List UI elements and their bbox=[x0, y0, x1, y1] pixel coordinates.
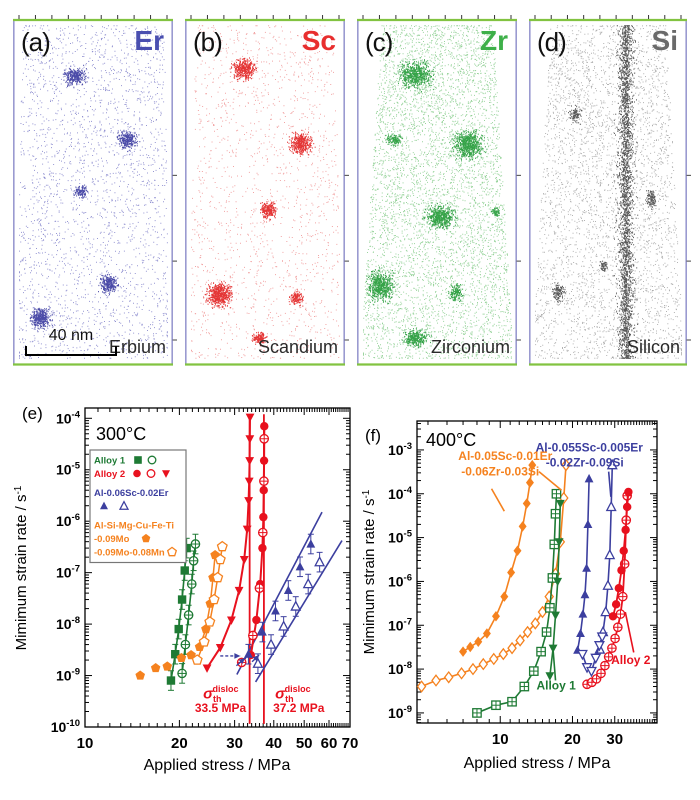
svg-text:10-9: 10-9 bbox=[56, 667, 80, 684]
svg-text:Alloy 1: Alloy 1 bbox=[536, 679, 576, 693]
element-name-scandium: Scandium bbox=[257, 337, 338, 357]
svg-text:10-3: 10-3 bbox=[388, 441, 412, 458]
svg-text:10-5: 10-5 bbox=[388, 529, 413, 546]
element-name-silicon: Silicon bbox=[626, 337, 680, 357]
svg-text:Alloy 2: Alloy 2 bbox=[94, 469, 125, 480]
element-name-erbium: Erbium bbox=[108, 337, 166, 357]
svg-text:37.2 MPa: 37.2 MPa bbox=[273, 701, 325, 715]
svg-text:10-7: 10-7 bbox=[388, 616, 412, 633]
svg-text:Alloy 2: Alloy 2 bbox=[611, 653, 651, 667]
chart-400c-strain-rate: 10 20 30 10-3 10-4 10-5 10-6 10-7 10-8 10-9 Al-0.0… bbox=[361, 420, 658, 772]
svg-text:Al-0.05Sc-0.01Er: Al-0.05Sc-0.01Er bbox=[458, 449, 552, 463]
svg-text:10-9: 10-9 bbox=[388, 704, 412, 721]
apt-dotmap-sc bbox=[185, 15, 349, 366]
scale-bar: 40 nm bbox=[25, 327, 117, 356]
svg-text:Mimimum strain rate / s-1: Mimimum strain rate / s-1 bbox=[13, 485, 30, 650]
apt-panel-zr: (c) Zr Zirconium bbox=[357, 15, 521, 370]
svg-text:-0.09Mo-0.08Mn: -0.09Mo-0.08Mn bbox=[94, 548, 165, 559]
chart-300c-strain-rate: 10 20 30 40 50 60 70 10-4 10-5 10-6 10-7 10-8 10-9 10… bbox=[13, 404, 359, 774]
element-symbol-er: Er bbox=[134, 25, 164, 56]
apt-dotmap-er bbox=[13, 15, 177, 366]
svg-text:60: 60 bbox=[321, 735, 338, 752]
svg-text:30: 30 bbox=[606, 731, 623, 748]
svg-text:300°C: 300°C bbox=[96, 424, 146, 444]
svg-text:10-8: 10-8 bbox=[388, 660, 412, 677]
svg-text:-0.02Zr-0.09Si: -0.02Zr-0.09Si bbox=[546, 455, 624, 469]
svg-text:Mimimum strain rate / s-1: Mimimum strain rate / s-1 bbox=[361, 489, 378, 654]
apt-panel-er: (a) Er Erbium 40 nm bbox=[13, 15, 177, 370]
svg-text:40: 40 bbox=[265, 735, 282, 752]
scale-bar-line bbox=[25, 346, 117, 356]
panel-letter-c: (c) bbox=[365, 27, 393, 57]
svg-text:-0.09Mo: -0.09Mo bbox=[94, 534, 130, 545]
svg-text:70: 70 bbox=[342, 735, 359, 752]
svg-text:30: 30 bbox=[226, 735, 243, 752]
svg-text:50: 50 bbox=[296, 735, 313, 752]
svg-text:Al-0.055Sc-0.005Er: Al-0.055Sc-0.005Er bbox=[536, 441, 644, 455]
svg-text:Al-Si-Mg-Cu-Fe-Ti: Al-Si-Mg-Cu-Fe-Ti bbox=[94, 521, 174, 532]
svg-text:10-6: 10-6 bbox=[388, 572, 412, 589]
element-symbol-zr: Zr bbox=[480, 25, 508, 56]
svg-text:10-4: 10-4 bbox=[56, 409, 81, 426]
apt-dotmap-zr bbox=[357, 15, 521, 366]
svg-text:(f): (f) bbox=[365, 426, 381, 445]
svg-text:10: 10 bbox=[77, 735, 94, 752]
svg-text:-0.06Zr-0.03Si: -0.06Zr-0.03Si bbox=[461, 465, 539, 479]
panel-letter-b: (b) bbox=[193, 27, 223, 57]
panel-letter-d: (d) bbox=[537, 27, 567, 57]
svg-text:20: 20 bbox=[564, 731, 581, 748]
element-name-zirconium: Zirconium bbox=[430, 337, 510, 357]
element-symbol-si: Si bbox=[651, 25, 678, 56]
panel-letter-a: (a) bbox=[21, 27, 51, 57]
svg-text:10-10: 10-10 bbox=[51, 718, 80, 735]
svg-text:Applied stress / MPa: Applied stress / MPa bbox=[144, 757, 291, 774]
svg-text:10-5: 10-5 bbox=[56, 461, 81, 478]
apt-dotmap-si bbox=[529, 15, 691, 366]
svg-text:(e): (e) bbox=[22, 404, 43, 423]
scale-bar-label: 40 nm bbox=[48, 327, 94, 344]
svg-text:10-8: 10-8 bbox=[56, 615, 80, 632]
svg-text:33.5 MPa: 33.5 MPa bbox=[195, 701, 247, 715]
svg-text:10-6: 10-6 bbox=[56, 512, 80, 529]
svg-text:400°C: 400°C bbox=[426, 430, 476, 450]
svg-text:10-4: 10-4 bbox=[388, 485, 413, 502]
apt-panel-si: (d) Si Silicon bbox=[529, 15, 691, 370]
element-symbol-sc: Sc bbox=[301, 25, 336, 56]
svg-text:Al-0.06Sc-0.02Er: Al-0.06Sc-0.02Er bbox=[94, 488, 169, 499]
svg-text:Applied stress / MPa: Applied stress / MPa bbox=[464, 755, 611, 772]
svg-text:10-7: 10-7 bbox=[56, 564, 80, 581]
svg-text:10: 10 bbox=[492, 731, 509, 748]
svg-text:20: 20 bbox=[171, 735, 188, 752]
apt-panel-sc: (b) Sc Scandium bbox=[185, 15, 349, 370]
svg-text:Alloy 1: Alloy 1 bbox=[94, 456, 126, 467]
